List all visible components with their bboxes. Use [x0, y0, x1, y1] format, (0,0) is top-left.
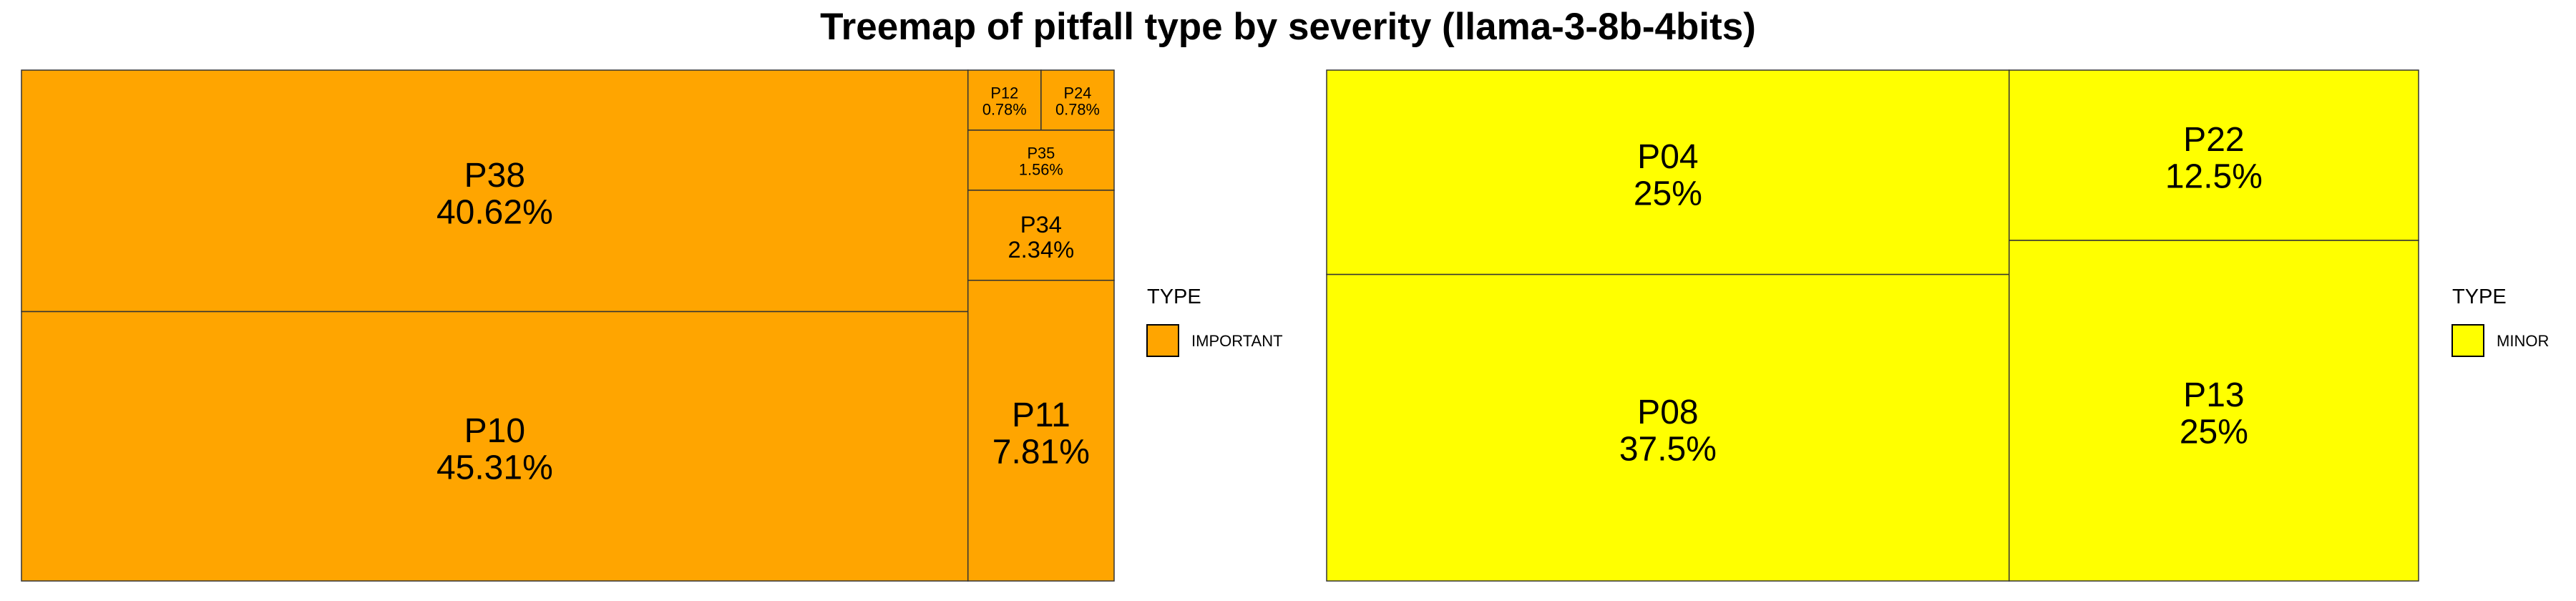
tile-name-p24: P24	[1064, 84, 1092, 102]
tile-value-p12: 0.78%	[982, 101, 1027, 119]
legend-label: IMPORTANT	[1191, 332, 1283, 350]
legend-label: MINOR	[2497, 332, 2549, 350]
tile-rect-p12	[967, 69, 1042, 131]
tile-name-p13: P13	[2183, 376, 2244, 414]
tile-name-p35: P35	[1027, 144, 1055, 162]
tile-name-p08: P08	[1637, 394, 1698, 431]
chart-title: Treemap of pitfall type by severity (lla…	[820, 6, 1756, 48]
legend-title: TYPE	[2452, 285, 2507, 308]
tile-value-p35: 1.56%	[1019, 161, 1063, 179]
legend-important: TYPE IMPORTANT	[1146, 285, 1283, 357]
tile-rect-p10	[21, 311, 969, 582]
tile-rect-p35	[967, 130, 1115, 191]
legend-title: TYPE	[1147, 285, 1201, 308]
tile-value-p13: 25%	[2180, 414, 2248, 451]
tile-value-p34: 2.34%	[1008, 236, 1074, 263]
tile-rect-p24	[1040, 69, 1115, 131]
tile-rect-p22	[2009, 69, 2419, 241]
tile-name-p11: P11	[1012, 396, 1070, 434]
tile-name-p22: P22	[2183, 121, 2244, 159]
treemap-panels: P3840.62%P1045.31%P120.78%P240.78%P351.5…	[21, 69, 2549, 582]
tile-rect-p11	[967, 280, 1115, 582]
tile-rect-p13	[2009, 240, 2419, 582]
tile-value-p08: 37.5%	[1619, 430, 1717, 468]
tile-value-p04: 25%	[1634, 175, 1702, 212]
legend-swatch	[2451, 324, 2484, 357]
tile-name-p04: P04	[1637, 138, 1698, 176]
legend-minor: TYPE MINOR	[2451, 285, 2549, 357]
tile-name-p10: P10	[464, 412, 525, 450]
tile-value-p24: 0.78%	[1055, 101, 1100, 119]
tile-value-p38: 40.62%	[436, 193, 553, 231]
treemap-panel-important: P3840.62%P1045.31%P120.78%P240.78%P351.5…	[21, 69, 1283, 582]
tile-value-p11: 7.81%	[992, 433, 1090, 471]
tile-rect-p08	[1326, 273, 2010, 582]
tile-name-p34: P34	[1020, 211, 1062, 238]
tile-name-p38: P38	[464, 157, 525, 195]
tile-rect-p34	[967, 190, 1115, 281]
tile-rect-p04	[1326, 69, 2010, 275]
tile-value-p10: 45.31%	[436, 449, 553, 487]
tile-value-p22: 12.5%	[2165, 158, 2263, 196]
tile-rect-p38	[21, 69, 969, 313]
legend-swatch	[1146, 324, 1179, 357]
tile-name-p12: P12	[990, 84, 1018, 102]
